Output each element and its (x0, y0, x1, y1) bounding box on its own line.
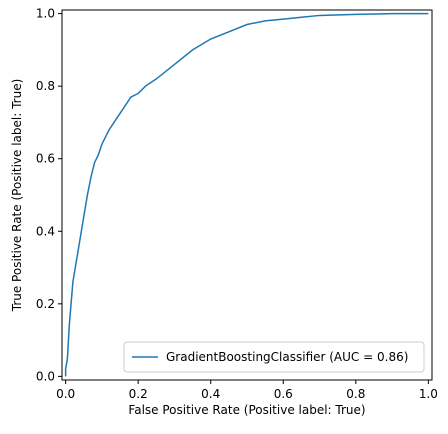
axes-frame (61, 9, 433, 381)
x-tick-label: 0.4 (201, 387, 220, 401)
x-tick-label: 0.2 (129, 387, 148, 401)
y-tick-label: 1.0 (36, 7, 55, 21)
roc-curve-line (64, 12, 429, 377)
plot-area (61, 9, 433, 381)
x-axis-ticks: 0.0 0.2 0.4 0.6 0.8 1.0 (56, 380, 438, 401)
y-tick-label: 0.4 (36, 224, 55, 238)
y-axis-ticks: 0.0 0.2 0.4 0.6 0.8 1.0 (36, 7, 62, 383)
y-tick-label: 0.8 (36, 79, 55, 93)
x-tick-label: 0.8 (346, 387, 365, 401)
x-tick-label: 0.0 (56, 387, 75, 401)
legend: GradientBoostingClassifier (AUC = 0.86) (123, 341, 425, 373)
x-axis-label: False Positive Rate (Positive label: Tru… (128, 403, 365, 417)
y-tick-label: 0.6 (36, 152, 55, 166)
x-tick-label: 0.6 (274, 387, 293, 401)
y-tick-label: 0.0 (36, 369, 55, 383)
y-axis-label: True Positive Rate (Positive label: True… (10, 79, 24, 313)
legend-box (123, 341, 425, 373)
y-tick-label: 0.2 (36, 297, 55, 311)
legend-series-label: GradientBoostingClassifier (AUC = 0.86) (166, 350, 408, 364)
x-tick-label: 1.0 (419, 387, 438, 401)
